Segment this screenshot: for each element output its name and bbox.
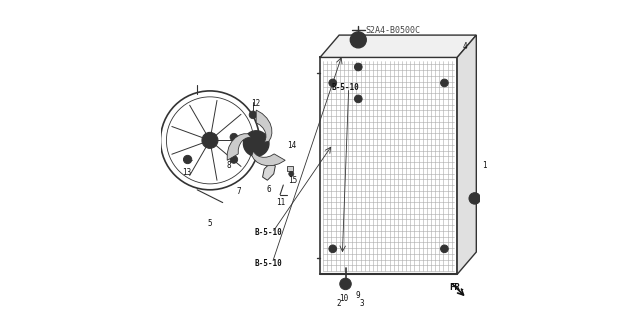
Text: 6: 6 bbox=[267, 185, 271, 194]
Circle shape bbox=[230, 156, 237, 163]
Text: 5: 5 bbox=[207, 219, 212, 228]
Bar bbox=[287, 166, 293, 171]
Text: B-5-10: B-5-10 bbox=[255, 228, 282, 237]
Circle shape bbox=[230, 133, 237, 141]
Text: 11: 11 bbox=[276, 198, 285, 207]
Polygon shape bbox=[457, 35, 476, 274]
Circle shape bbox=[350, 32, 366, 48]
Text: 10: 10 bbox=[339, 294, 349, 303]
Polygon shape bbox=[262, 163, 275, 180]
Circle shape bbox=[355, 95, 362, 103]
Circle shape bbox=[340, 278, 351, 290]
Circle shape bbox=[207, 137, 213, 144]
Circle shape bbox=[329, 79, 337, 87]
Text: 13: 13 bbox=[182, 168, 191, 177]
Bar bbox=[392, 40, 408, 49]
Circle shape bbox=[355, 63, 362, 71]
Circle shape bbox=[249, 111, 257, 119]
Circle shape bbox=[440, 245, 448, 253]
Circle shape bbox=[184, 155, 192, 164]
Circle shape bbox=[329, 245, 337, 253]
Text: 14: 14 bbox=[287, 141, 296, 150]
Circle shape bbox=[469, 193, 481, 204]
Polygon shape bbox=[252, 151, 285, 166]
Text: 3: 3 bbox=[359, 299, 364, 308]
Polygon shape bbox=[227, 134, 251, 160]
Text: B-5-10: B-5-10 bbox=[255, 259, 282, 268]
Circle shape bbox=[289, 171, 294, 176]
Text: B-5-10: B-5-10 bbox=[331, 83, 359, 92]
Polygon shape bbox=[320, 35, 476, 57]
Circle shape bbox=[202, 132, 218, 148]
Text: 4: 4 bbox=[463, 42, 467, 51]
Circle shape bbox=[250, 138, 262, 149]
Polygon shape bbox=[256, 110, 272, 142]
Text: 7: 7 bbox=[236, 187, 241, 196]
Text: 2: 2 bbox=[337, 299, 342, 308]
Text: 12: 12 bbox=[252, 99, 261, 108]
Text: 15: 15 bbox=[288, 176, 298, 185]
Text: 1: 1 bbox=[482, 161, 486, 170]
Text: S2A4-B0500C: S2A4-B0500C bbox=[366, 26, 421, 35]
Text: FR.: FR. bbox=[449, 283, 465, 292]
Text: 9: 9 bbox=[355, 291, 360, 300]
Circle shape bbox=[243, 131, 269, 156]
Circle shape bbox=[440, 79, 448, 87]
Text: 8: 8 bbox=[227, 161, 232, 170]
Bar bbox=[320, 57, 457, 274]
